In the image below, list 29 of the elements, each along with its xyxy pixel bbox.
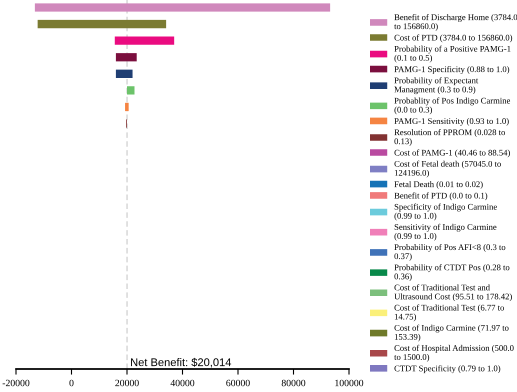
legend-label: Cost of Traditional Test (6.77 to 14.75) — [394, 304, 504, 322]
legend-label: Resolution of PPROM (0.028 to 0.13) — [394, 129, 506, 146]
legend-label: Probability of CTDT Pos (0.28 to 0.36) — [394, 264, 510, 282]
x-tick-label: 0 — [69, 380, 74, 386]
legend-label: CTDT Specificity (0.79 to 1.0) — [394, 365, 500, 374]
legend-label: Probablity of Pos Indigo Carmine (0.0 to 0.3) — [394, 97, 510, 114]
legend-label: Probability of Expectant Managment (0.3 to 0.9) — [394, 77, 478, 94]
legend-label: Sensitivity of Indigo Carmine (0.99 to 1.0) — [394, 224, 496, 241]
legend-label: Probability of a Positive PAMG-1 (0.1 to 0.5) — [394, 46, 510, 63]
legend-label: Fetal Death (0.01 to 0.02) — [394, 181, 483, 189]
legend-label: Probability of Pos AFI<8 (0.3 to 0.37) — [394, 244, 506, 261]
legend-label: PAMG-1 Sensitivity (0.93 to 1.0) — [394, 118, 509, 126]
x-tick-label: 60000 — [226, 380, 250, 386]
legend-label: Cost of Fetal death (57045.0 to 124196.0) — [394, 160, 501, 178]
x-tick-label: 20000 — [115, 380, 139, 386]
x-tick-label: 100000 — [335, 380, 364, 386]
legend-label: Benefit of Discharge Home (3784.0 to 156860.0) — [394, 14, 517, 31]
legend-label: Cost of PAMG-1 (40.46 to 88.54) — [394, 149, 510, 158]
legend-label: Specificity of Indigo Carmine (0.99 to 1.0) — [394, 204, 497, 220]
x-tick-label: 40000 — [170, 380, 194, 386]
legend-label: Cost of PTD (3784.0 to 156860.0) — [394, 34, 512, 42]
legend-label: Cost of Indigo Carmine (71.97 to 153.39) — [394, 324, 509, 342]
ref-line-label: Net Benefit: $20,014 — [131, 358, 232, 368]
legend-label: Cost of Traditional Test and Ultrasound Cost (95.51 to 178.42) — [394, 284, 512, 302]
legend-label: Cost of Hospital Admission (500.0 to 1500.0) — [394, 344, 514, 362]
x-tick-label: 80000 — [282, 380, 306, 386]
legend-label: Benefit of PTD (0.0 to 0.1) — [394, 192, 488, 200]
legend-label: PAMG-1 Specificity (0.88 to 1.0) — [394, 66, 510, 74]
x-tick-label: -20000 — [2, 380, 30, 386]
